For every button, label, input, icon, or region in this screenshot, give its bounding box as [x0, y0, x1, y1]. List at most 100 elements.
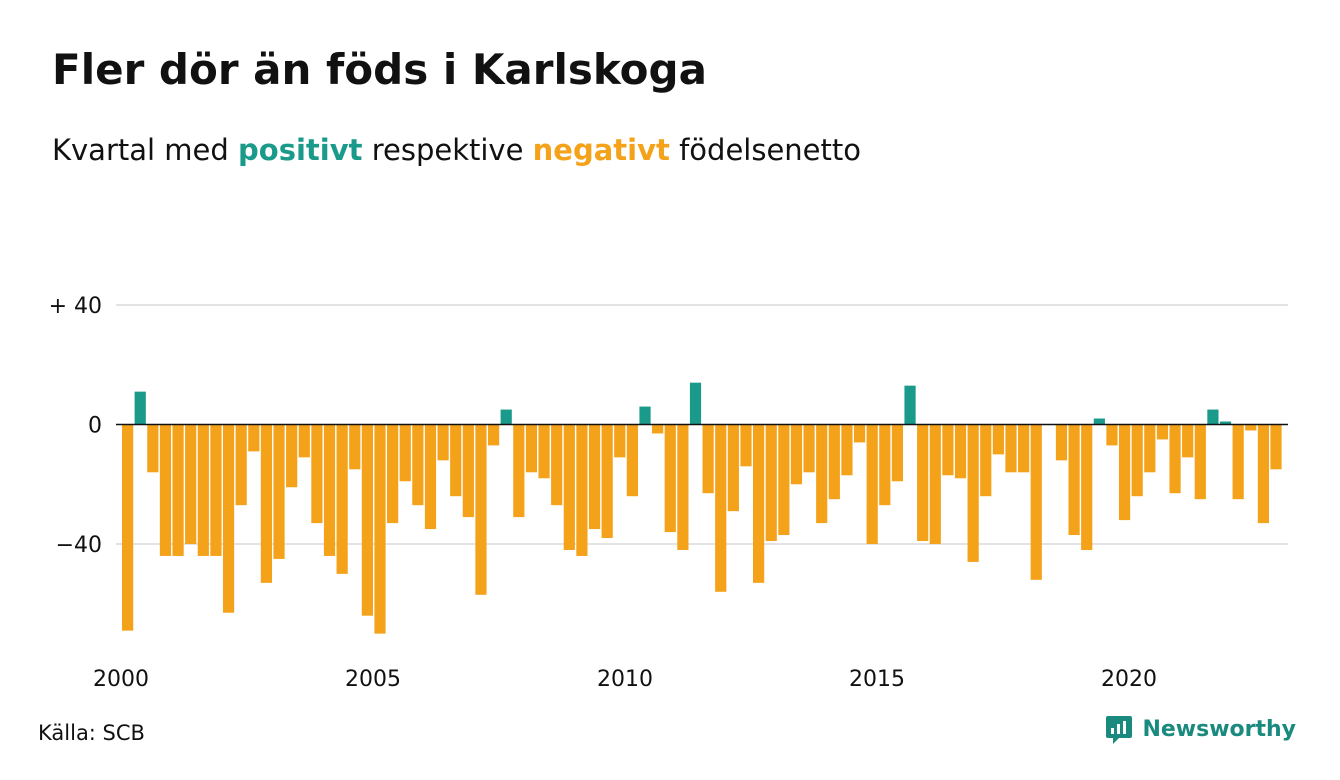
bar-negative [1169, 424, 1181, 494]
bar-positive [904, 385, 916, 425]
y-tick-label: + 40 [49, 294, 102, 319]
bar-negative [803, 424, 815, 473]
bar-negative [387, 424, 399, 524]
bar-negative [298, 424, 310, 458]
bar-negative [260, 424, 273, 583]
bar-negative [487, 424, 500, 446]
bar-negative [1257, 424, 1269, 524]
x-tick-label: 2000 [93, 667, 149, 692]
bar-negative [601, 424, 613, 539]
bar-negative [967, 424, 979, 562]
brand-logo: Newsworthy [1104, 714, 1296, 746]
bar-negative [790, 424, 803, 485]
source-note: Källa: SCB [38, 721, 145, 745]
bar-positive [134, 391, 146, 425]
bar-negative [828, 424, 840, 500]
bar-positive [1207, 409, 1219, 425]
bar-negative [588, 424, 601, 530]
bar-negative [1245, 424, 1257, 431]
bar-negative [727, 424, 739, 512]
bar-negative [1194, 424, 1206, 500]
brand-name: Newsworthy [1142, 717, 1296, 742]
bars [122, 382, 1282, 634]
bar-negative [740, 424, 752, 467]
bar-negative [992, 424, 1004, 455]
bar-negative [185, 424, 197, 544]
bar-negative [172, 424, 184, 556]
bar-negative [399, 424, 411, 482]
bar-negative [323, 424, 336, 556]
x-tick-label: 2020 [1101, 667, 1157, 692]
y-axis-ticks: + 40 0 −40 [49, 294, 102, 558]
bar-negative [551, 424, 563, 506]
bar-negative [147, 424, 159, 473]
bar-negative [361, 424, 373, 616]
newsworthy-logo-icon [1106, 716, 1133, 744]
bar-positive [1219, 421, 1232, 425]
x-axis-ticks: 2000 2005 2010 2015 2020 [93, 667, 1157, 692]
bar-negative [1156, 424, 1169, 440]
bar-positive [500, 409, 512, 425]
bar-negative [866, 424, 878, 544]
bar-negative [412, 424, 424, 506]
bar-negative [1030, 424, 1042, 580]
bar-negative [1068, 424, 1080, 536]
bar-negative [1018, 424, 1030, 473]
bar-negative [891, 424, 904, 482]
bar-negative [450, 424, 462, 497]
bar-negative [1005, 424, 1017, 473]
chart-subtitle: Kvartal med positivt respektive negativt… [52, 130, 861, 170]
bar-negative [576, 424, 588, 556]
subtitle-middle: respektive [362, 133, 533, 167]
bar-negative [626, 424, 638, 497]
bar-negative [715, 424, 727, 592]
bar-negative [248, 424, 260, 452]
bar-negative [929, 424, 941, 544]
bar-negative [513, 424, 525, 518]
subtitle-negative-keyword: negativt [532, 133, 670, 167]
bar-negative [563, 424, 575, 550]
bar-negative [1131, 424, 1143, 497]
bar-negative [765, 424, 777, 542]
bar-negative [222, 424, 235, 613]
bar-negative [286, 424, 298, 488]
bar-negative [210, 424, 222, 556]
bar-negative [1270, 424, 1282, 470]
bar-negative [235, 424, 247, 506]
bar-negative [917, 424, 929, 542]
grid-lines [116, 304, 1288, 545]
bar-negative [159, 424, 172, 556]
bar-negative [1118, 424, 1131, 521]
bar-negative [942, 424, 954, 476]
bar-negative [954, 424, 967, 479]
x-tick-label: 2015 [849, 667, 905, 692]
bar-negative [273, 424, 285, 559]
bar-positive [689, 382, 702, 425]
bar-negative [879, 424, 891, 506]
bar-negative [841, 424, 853, 476]
bar-negative [1106, 424, 1118, 446]
bar-negative [778, 424, 790, 536]
bar-negative [374, 424, 386, 634]
bar-negative [816, 424, 828, 524]
bar-negative [677, 424, 689, 550]
x-tick-label: 2010 [597, 667, 653, 692]
bar-negative [538, 424, 550, 479]
bar-negative [702, 424, 714, 494]
bar-negative [1055, 424, 1068, 461]
bar-negative [853, 424, 866, 443]
bar-negative [614, 424, 626, 458]
bar-negative [462, 424, 474, 518]
subtitle-suffix: födelsenetto [669, 133, 861, 167]
bar-negative [1144, 424, 1156, 473]
bar-positive [1093, 418, 1105, 425]
y-tick-label: 0 [88, 414, 102, 439]
bar-negative [349, 424, 361, 470]
x-tick-label: 2005 [345, 667, 401, 692]
subtitle-positive-keyword: positivt [238, 133, 363, 167]
bar-negative [437, 424, 449, 461]
bar-negative [1081, 424, 1093, 550]
bar-negative [980, 424, 992, 497]
y-tick-label: −40 [56, 533, 102, 558]
